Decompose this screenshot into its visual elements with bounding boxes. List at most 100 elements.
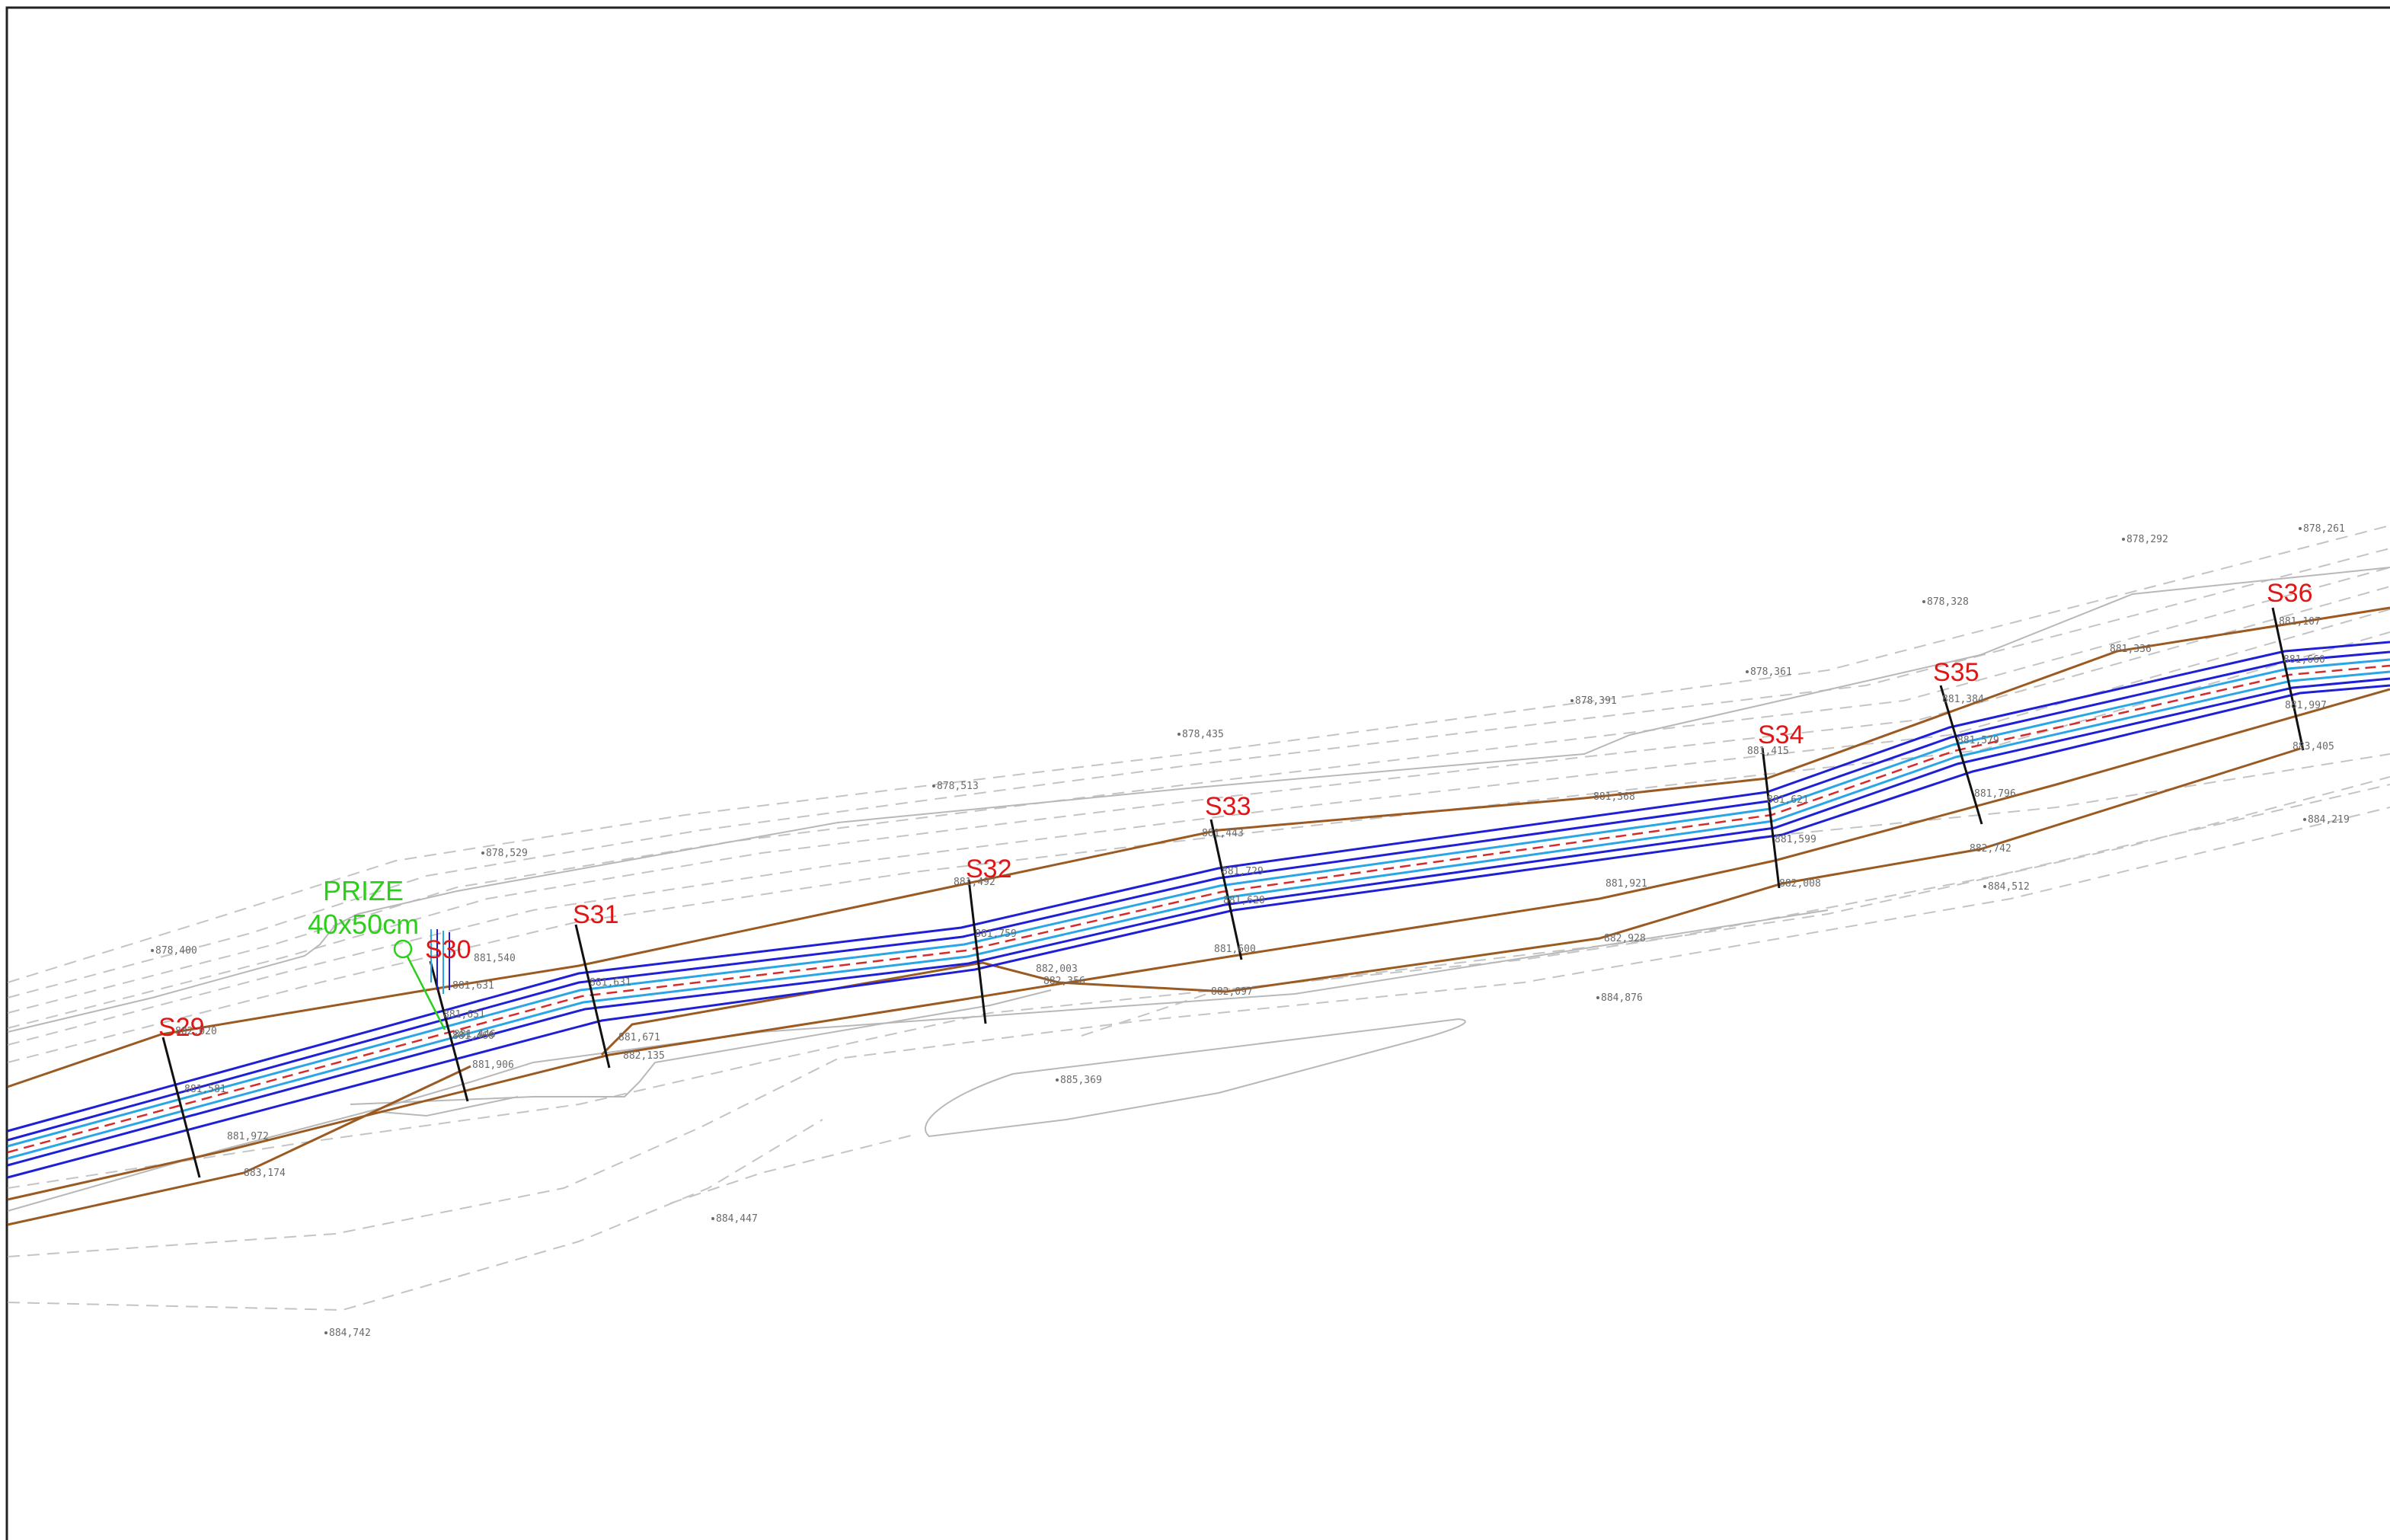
cross-section-line-s29 <box>161 1037 201 1178</box>
section-label-s36: S36 <box>2267 579 2313 608</box>
cross-section-line-s34 <box>1761 747 1781 889</box>
cross-section-line-s35 <box>1939 685 1983 825</box>
elevation-label: 881,729 <box>1222 866 1264 877</box>
elevation-label: 884,512 <box>1988 881 2030 893</box>
elevation-label: 881,660 <box>2283 654 2325 666</box>
elevation-label: 882,097 <box>1211 986 1253 998</box>
elevation-point <box>1570 699 1574 702</box>
contour-line <box>7 609 2390 1046</box>
elevation-point <box>2299 527 2302 530</box>
contour-line <box>7 631 2390 1063</box>
elevation-point <box>932 784 935 788</box>
outlet-annotation: PRIZE 40x50cm <box>308 875 446 1030</box>
elevation-point <box>1596 996 1599 999</box>
elevation-point <box>1177 733 1181 736</box>
elevation-label: 878,261 <box>2303 523 2345 535</box>
elevation-label: 881,368 <box>1593 791 1635 803</box>
elevation-label: 881,443 <box>1202 828 1244 839</box>
elevation-label: 882,356 <box>1043 976 1085 987</box>
elevation-label: 882,742 <box>1970 843 2011 855</box>
carriageway-edge-left-inner <box>7 650 2390 1142</box>
elevation-label: 882,928 <box>1604 933 1646 944</box>
elevation-label: 881,906 <box>472 1059 514 1071</box>
contour-solid-lines <box>7 567 2390 1212</box>
elevation-label: 882,008 <box>1779 878 1821 890</box>
fence-line <box>7 1065 471 1226</box>
contour-lines <box>7 525 2390 1312</box>
elevation-point <box>481 851 484 855</box>
elevation-point <box>1983 885 1986 888</box>
elevation-label: 881,384 <box>1942 694 1984 705</box>
elevation-point <box>711 1217 714 1220</box>
survey-ticks <box>430 929 450 994</box>
carriageway-edge-right-inner <box>7 677 2390 1167</box>
fence-lines <box>7 606 2390 1226</box>
road-axis <box>7 664 2390 1154</box>
contour-line <box>7 586 2390 1029</box>
road-carriageway <box>7 641 2390 1179</box>
elevation-label: 878,400 <box>155 945 197 957</box>
elevation-point <box>1922 600 1925 603</box>
fence-line <box>7 606 2390 1088</box>
section-label-s34: S34 <box>1758 720 1804 749</box>
contour-line <box>925 1018 1466 1138</box>
contour-line <box>7 807 2390 1257</box>
contour-line <box>7 909 1829 1212</box>
elevation-label: 882,135 <box>623 1050 665 1062</box>
elevation-label: 881,492 <box>954 877 995 888</box>
lane-edge-right <box>7 670 2390 1160</box>
elevation-point <box>1746 670 1749 673</box>
elevation-label: 883,174 <box>244 1168 286 1179</box>
elevation-label: 881,631 <box>452 980 494 992</box>
annotation-line-2: 40x50cm <box>308 909 419 940</box>
section-label-s32: S32 <box>966 855 1012 883</box>
section-label-s29: S29 <box>158 1013 205 1042</box>
elevation-label: 881,921 <box>1606 878 1647 890</box>
elevation-label: 881,972 <box>227 1131 269 1142</box>
contour-line <box>7 548 2390 998</box>
elevation-label: 881,581 <box>184 1084 226 1095</box>
elevation-point <box>151 949 154 952</box>
elevation-points <box>151 527 2306 1334</box>
fence-line <box>600 747 2301 1056</box>
cross-section-line-s36 <box>2271 607 2305 751</box>
elevation-label: 885,369 <box>1060 1075 1102 1086</box>
elevation-point <box>1056 1078 1059 1082</box>
elevation-label: 884,876 <box>1601 992 1643 1004</box>
lane-edge-left <box>7 658 2390 1148</box>
elevation-label: 878,435 <box>1182 729 1224 740</box>
contour-line <box>7 784 2390 1189</box>
cross-section-line-s33 <box>1209 819 1243 960</box>
elevation-point <box>2303 818 2306 821</box>
contour-line <box>7 525 2390 983</box>
contour-line <box>1751 753 2390 839</box>
elevation-label: 882,020 <box>175 1026 217 1037</box>
elevation-label: 881,599 <box>1775 834 1816 845</box>
cross-section-line-s31 <box>574 924 611 1069</box>
elevation-label: 881,651 <box>443 1009 485 1021</box>
elevation-label: 881,997 <box>2285 700 2327 711</box>
elevation-label: 881,446 <box>454 1029 496 1040</box>
section-label-s30: S30 <box>425 935 471 964</box>
annotation-line-1: PRIZE <box>323 875 404 906</box>
elevation-label: 881,671 <box>618 1032 660 1043</box>
elevation-label: 881,460 <box>452 1030 494 1042</box>
section-label-s35: S35 <box>1933 658 1979 687</box>
contour-line <box>7 567 2390 1033</box>
contour-line <box>380 1096 519 1117</box>
elevation-label: 884,742 <box>329 1328 371 1339</box>
elevation-label: 884,219 <box>2308 814 2350 826</box>
elevation-label: 881,759 <box>975 928 1017 940</box>
annotation-leader <box>406 956 446 1030</box>
elevation-label: 881,620 <box>1223 895 1265 906</box>
drawing-frame <box>5 6 2390 1540</box>
contour-line <box>350 989 1052 1105</box>
section-label-s31: S31 <box>573 900 619 929</box>
elevation-point <box>2122 538 2125 541</box>
contour-line <box>669 1134 915 1204</box>
section-label-s33: S33 <box>1205 792 1251 821</box>
elevation-label: 881,415 <box>1747 746 1789 757</box>
elevation-label: 878,391 <box>1575 695 1617 707</box>
carriageway-edge-right <box>7 684 2390 1179</box>
